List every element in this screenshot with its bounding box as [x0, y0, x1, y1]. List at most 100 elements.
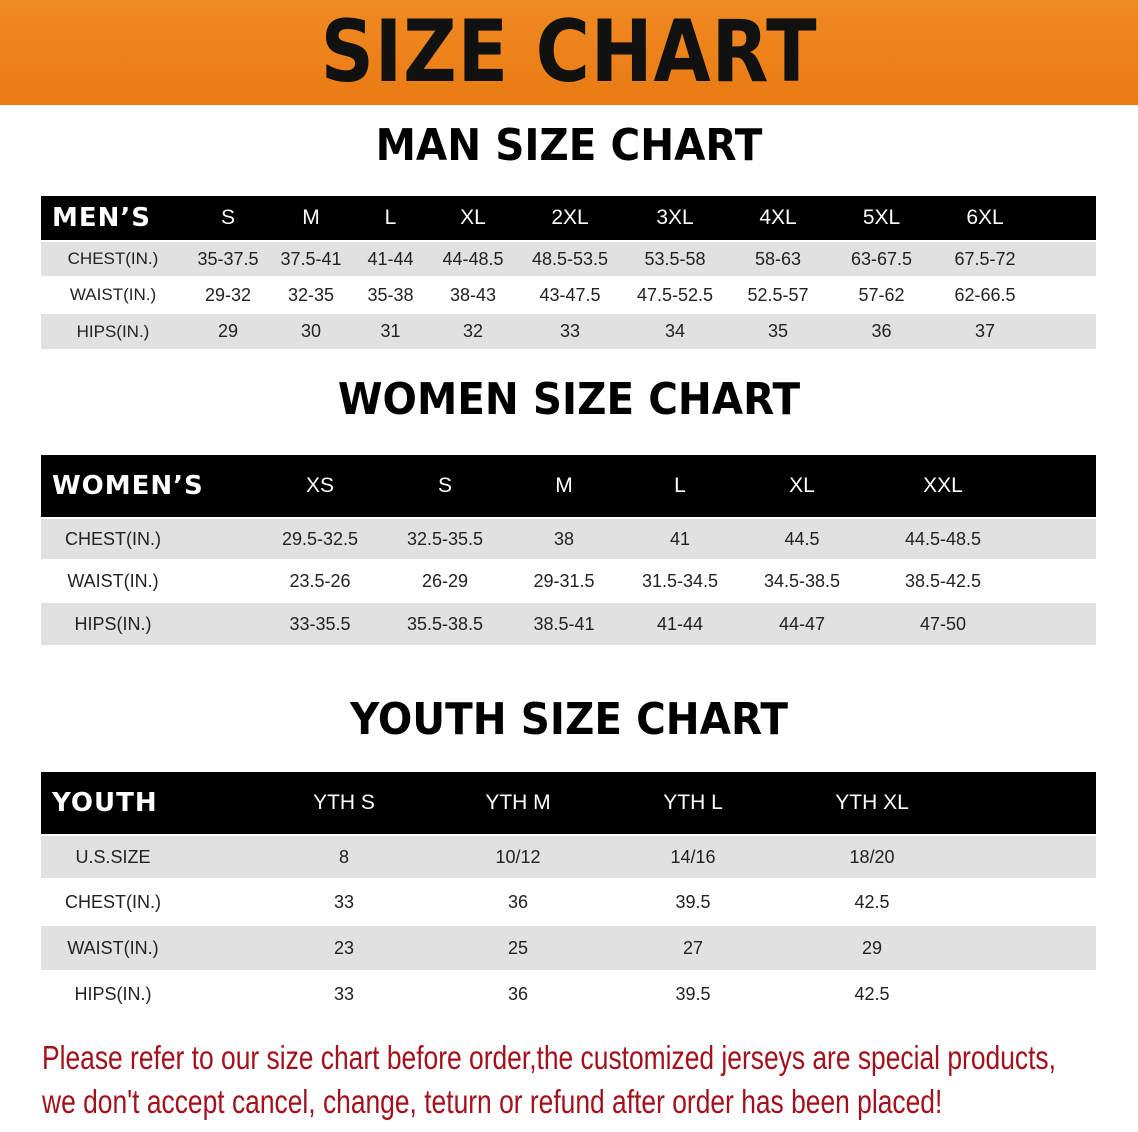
measurement-cell: 33-35.5: [289, 613, 351, 634]
banner: SIZE CHART: [0, 0, 1138, 105]
measurement-cell: 23: [333, 937, 355, 958]
women-header-row: WOMEN’S XS S M L XL XXL: [41, 455, 1096, 517]
table-row: U.S.SIZE 8 10/12 14/16 18/20: [41, 836, 1096, 878]
measurement-cell: 25: [507, 937, 529, 958]
youth-size-yth-s: YTH S: [313, 791, 375, 814]
measurement-cell: 34: [664, 321, 686, 341]
order-notice-line-2: we don't accept cancel, change, teturn o…: [42, 1083, 943, 1120]
men-size-l: L: [384, 206, 397, 229]
measurement-cell: 23.5-26: [289, 570, 351, 591]
measurement-cell: 18/20: [849, 846, 895, 867]
measurement-cell: 63-67.5: [850, 248, 913, 269]
measurement-cell: 39.5: [675, 891, 711, 912]
table-row: WAIST(IN.) 29-32 32-35 35-38 38-43 43-47.5 47.…: [41, 278, 1096, 312]
measurement-cell: 39.5: [675, 983, 711, 1004]
measurement-cell: 32.5-35.5: [406, 528, 484, 549]
measurement-cell: 33: [559, 321, 581, 341]
measurement-cell: 38.5-42.5: [904, 570, 982, 591]
measurement-cell: 43-47.5: [539, 284, 601, 305]
youth-section-title: YOUTH SIZE CHART: [350, 694, 788, 745]
measurement-cell: 35-38: [367, 284, 414, 305]
measurement-cell: 42.5: [854, 891, 890, 912]
men-section-title: MAN SIZE CHART: [375, 120, 763, 171]
measurement-cell: 32-35: [287, 284, 335, 305]
measurement-cell: 47-50: [919, 613, 967, 634]
row-label: HIPS(IN.): [76, 321, 150, 341]
measurement-cell: 8: [338, 846, 349, 867]
measurement-cell: 41-44: [367, 248, 414, 269]
row-label: CHEST(IN.): [67, 249, 159, 268]
measurement-cell: 44-48.5: [442, 248, 504, 269]
measurement-cell: 62-66.5: [954, 284, 1016, 305]
measurement-cell: 33: [333, 891, 355, 912]
women-size-xs: XS: [305, 474, 334, 497]
measurement-cell: 26-29: [421, 570, 469, 591]
men-size-6xl: 6XL: [966, 206, 1004, 229]
measurement-cell: 29-32: [204, 284, 252, 305]
measurement-cell: 53.5-58: [644, 248, 706, 269]
measurement-cell: 35.5-38.5: [406, 613, 484, 634]
measurement-cell: 52.5-57: [747, 284, 809, 305]
women-size-m: M: [555, 474, 573, 497]
measurement-cell: 44.5-48.5: [904, 528, 982, 549]
measurement-cell: 38-43: [449, 284, 497, 305]
table-row: HIPS(IN.) 33-35.5 35.5-38.5 38.5-41 41-44 44-…: [41, 603, 1096, 645]
measurement-cell: 41-44: [656, 613, 704, 634]
measurement-cell: 37.5-41: [280, 248, 342, 269]
measurement-cell: 32: [462, 321, 484, 341]
row-label: HIPS(IN.): [74, 983, 152, 1004]
row-label: CHEST(IN.): [65, 528, 161, 549]
women-section-title: WOMEN SIZE CHART: [337, 374, 801, 425]
youth-size-yth-l: YTH L: [663, 791, 723, 814]
women-size-xl: XL: [789, 474, 815, 497]
men-size-4xl: 4XL: [759, 206, 797, 229]
measurement-cell: 47.5-52.5: [636, 284, 714, 305]
measurement-cell: 48.5-53.5: [531, 248, 609, 269]
men-header-row: MEN’S S M L XL 2XL 3XL 4XL 5XL 6XL: [41, 196, 1096, 240]
measurement-cell: 34.5-38.5: [763, 570, 841, 591]
youth-header-row: YOUTH YTH S YTH M YTH L YTH XL: [41, 772, 1096, 834]
women-size-s: S: [437, 474, 452, 497]
measurement-cell: 29: [217, 321, 239, 341]
table-row: HIPS(IN.) 29 30 31 32 33 34 35 36 37: [41, 314, 1096, 349]
youth-size-yth-m: YTH M: [485, 791, 551, 814]
measurement-cell: 37: [974, 321, 996, 341]
measurement-cell: 36: [871, 321, 892, 341]
men-header-label: MEN’S: [52, 203, 151, 233]
table-row: WAIST(IN.) 23 25 27 29: [41, 926, 1096, 970]
table-row: HIPS(IN.) 33 36 39.5 42.5: [41, 972, 1096, 1016]
measurement-cell: 36: [507, 983, 529, 1004]
measurement-cell: 29.5-32.5: [281, 528, 359, 549]
measurement-cell: 31: [380, 321, 401, 341]
measurement-cell: 38.5-41: [533, 613, 595, 634]
measurement-cell: 44-47: [778, 613, 826, 634]
measurement-cell: 42.5: [854, 983, 890, 1004]
measurement-cell: 10/12: [495, 846, 541, 867]
measurement-cell: 30: [300, 321, 322, 341]
measurement-cell: 29-31.5: [533, 570, 595, 591]
measurement-cell: 35: [767, 321, 789, 341]
table-row: CHEST(IN.) 29.5-32.5 32.5-35.5 38 41 44.5 44.5…: [41, 519, 1096, 559]
row-label: WAIST(IN.): [67, 570, 159, 591]
table-row: CHEST(IN.) 33 36 39.5 42.5: [41, 880, 1096, 924]
measurement-cell: 67.5-72: [954, 248, 1016, 269]
measurement-cell: 35-37.5: [197, 248, 259, 269]
women-size-table: WOMEN’S XS S M L XL XXL CHEST(IN.) 29.5-32.5 32.5…: [41, 455, 1096, 645]
measurement-cell: 36: [507, 891, 529, 912]
table-row: CHEST(IN.) 35-37.5 37.5-41 41-44 44-48.5 48.5…: [41, 242, 1096, 276]
measurement-cell: 31.5-34.5: [641, 570, 719, 591]
row-label: U.S.SIZE: [75, 846, 151, 867]
men-size-m: M: [302, 206, 320, 229]
men-size-3xl: 3XL: [656, 206, 694, 229]
youth-size-table: YOUTH YTH S YTH M YTH L YTH XL U.S.SIZE 8 10/12…: [41, 772, 1096, 1016]
measurement-cell: 41: [669, 528, 691, 549]
measurement-cell: 58-63: [754, 248, 802, 269]
women-size-xxl: XXL: [923, 474, 963, 497]
measurement-cell: 57-62: [858, 284, 905, 305]
measurement-cell: 38: [553, 528, 575, 549]
measurement-cell: 14/16: [670, 846, 716, 867]
table-row: WAIST(IN.) 23.5-26 26-29 29-31.5 31.5-34.5 34…: [41, 561, 1096, 601]
youth-size-yth-xl: YTH XL: [835, 791, 909, 814]
men-size-5xl: 5XL: [862, 206, 901, 229]
row-label: HIPS(IN.): [74, 613, 152, 634]
